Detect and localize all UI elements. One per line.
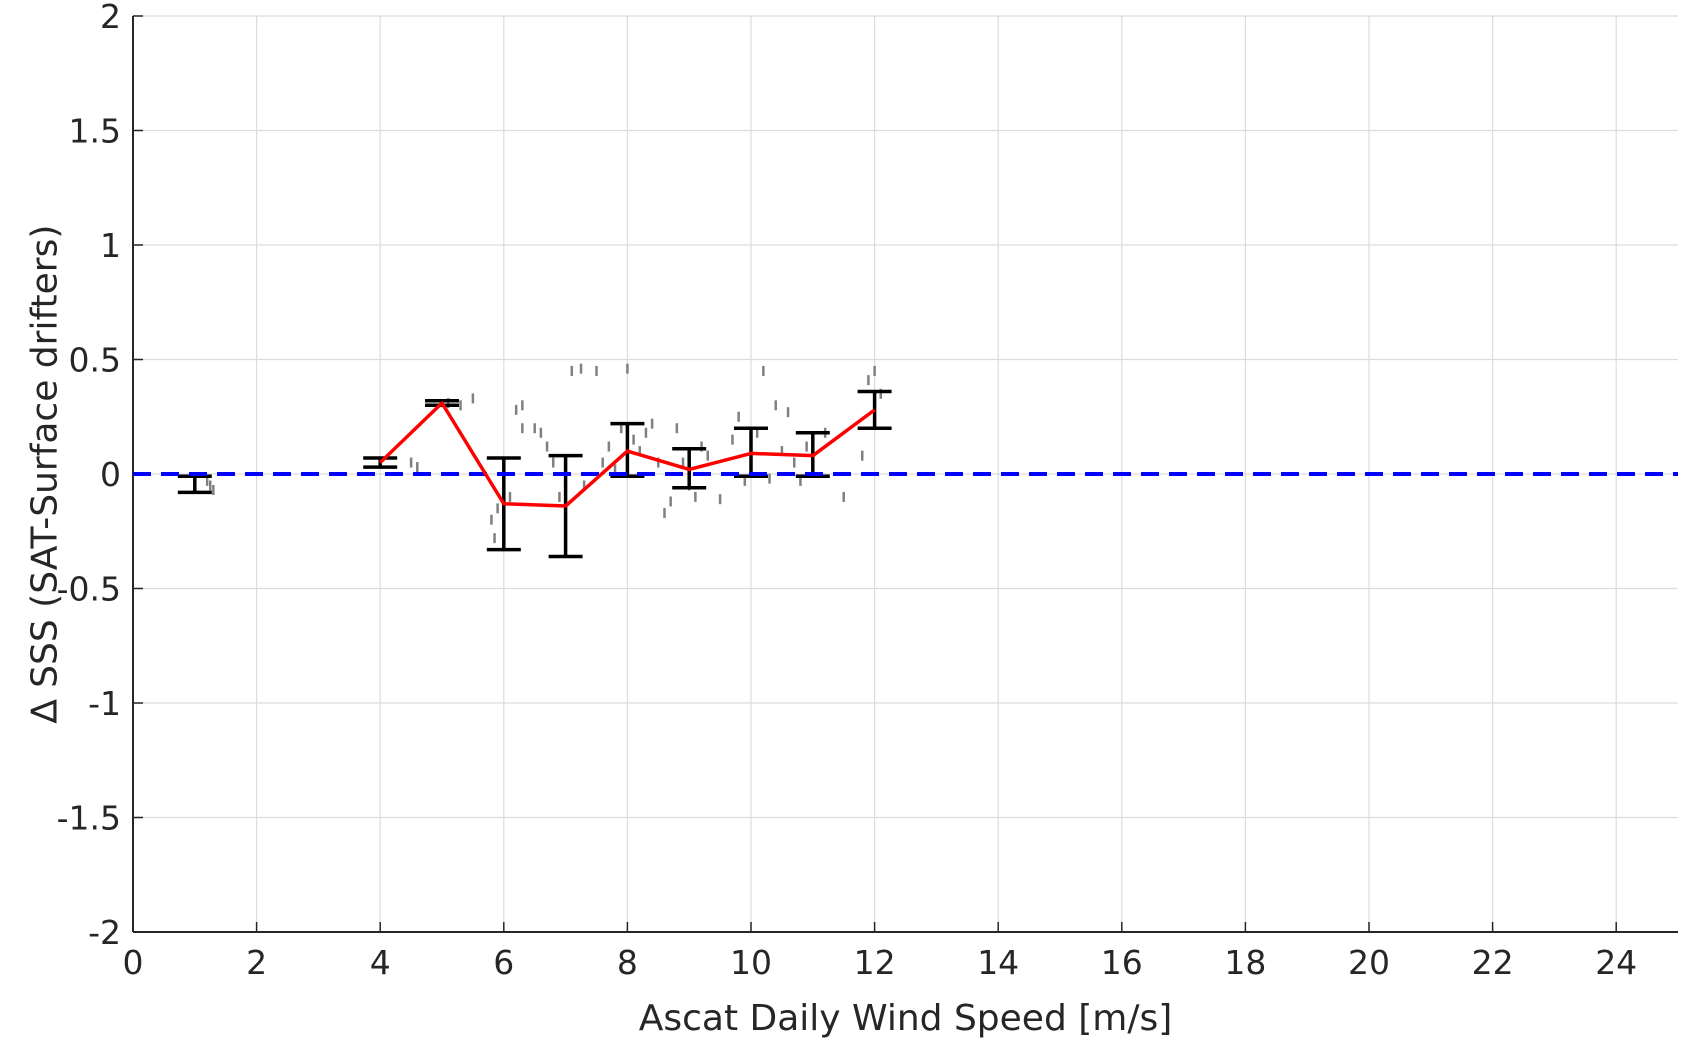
x-tick-label: 24 bbox=[1595, 943, 1637, 982]
x-tick-label: 10 bbox=[730, 943, 772, 982]
y-tick-label: 1 bbox=[100, 226, 121, 265]
y-tick-label: -1.5 bbox=[57, 799, 121, 838]
y-tick-label: -1 bbox=[88, 684, 121, 723]
y-tick-label: -0.5 bbox=[57, 570, 121, 609]
line-layer bbox=[133, 401, 1678, 508]
y-tick-label: -2 bbox=[88, 913, 121, 952]
x-tick-label: 2 bbox=[246, 943, 267, 982]
x-tick-label: 14 bbox=[977, 943, 1019, 982]
y-tick-label: 0 bbox=[100, 455, 121, 494]
y-tick-label: 1.5 bbox=[69, 112, 121, 151]
x-tick-label: 18 bbox=[1224, 943, 1266, 982]
tick-label-layer: 0 2 4 6 8 10 12 14 16 18 20 22 2421.510.50-0.5-1-1.5… bbox=[57, 0, 1638, 982]
x-tick-label: 22 bbox=[1472, 943, 1514, 982]
mean-line bbox=[378, 401, 876, 508]
x-axis-label: Ascat Daily Wind Speed [m/s] bbox=[639, 998, 1173, 1039]
x-tick-label: 4 bbox=[370, 943, 391, 982]
x-tick-label: 0 bbox=[123, 943, 144, 982]
x-tick-label: 16 bbox=[1101, 943, 1143, 982]
y-axis-label: ∆ SSS (SAT-Surface drifters) bbox=[25, 225, 66, 725]
x-tick-label: 6 bbox=[493, 943, 514, 982]
x-tick-label: 8 bbox=[617, 943, 638, 982]
x-tick-label: 20 bbox=[1348, 943, 1390, 982]
x-tick-label: 12 bbox=[854, 943, 896, 982]
y-tick-label: 2 bbox=[100, 0, 121, 36]
y-tick-label: 0.5 bbox=[69, 341, 121, 380]
